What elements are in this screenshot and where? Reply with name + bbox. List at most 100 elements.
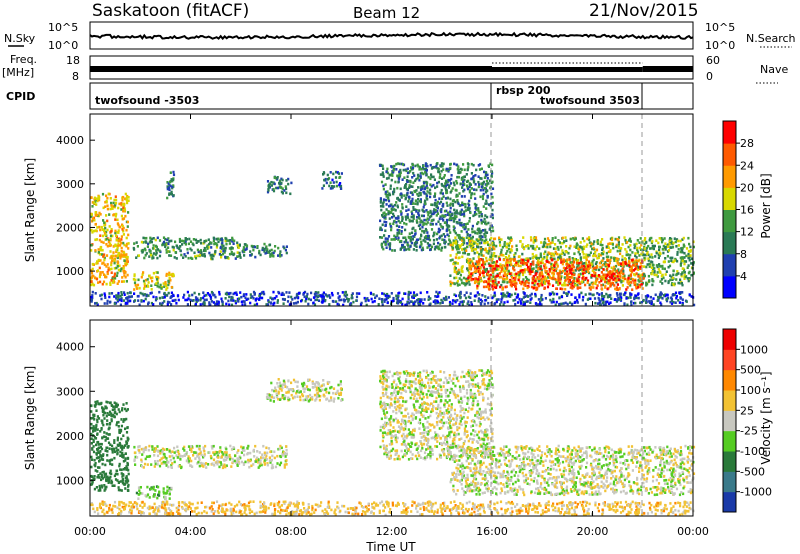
- echo-cell: [280, 254, 283, 257]
- echo-cell: [449, 210, 452, 214]
- echo-cell: [555, 281, 558, 284]
- echo-cell: [124, 270, 127, 274]
- echo-cell: [444, 184, 447, 188]
- echo-cell: [576, 247, 580, 250]
- echo-cell: [190, 256, 193, 260]
- echo-cell: [500, 300, 503, 304]
- echo-cell: [500, 268, 503, 271]
- echo-cell: [526, 300, 529, 303]
- echo-cell: [392, 205, 395, 208]
- echo-cell: [280, 177, 283, 181]
- echo-cell: [573, 257, 576, 261]
- echo-cell: [575, 246, 578, 249]
- echo-cell: [148, 255, 151, 258]
- echo-cell: [398, 175, 402, 178]
- echo-cell: [463, 168, 466, 172]
- echo-cell: [219, 246, 222, 250]
- echo-cell: [669, 239, 672, 242]
- echo-cell: [592, 266, 595, 270]
- echo-cell: [470, 239, 473, 242]
- echo-cell: [481, 271, 484, 275]
- echo-cell: [168, 273, 171, 277]
- noise-right-label: N.Search: [746, 32, 796, 45]
- echo-cell: [549, 245, 552, 249]
- echo-cell: [172, 194, 175, 197]
- echo-cell: [527, 265, 530, 269]
- echo-cell: [622, 261, 625, 265]
- echo-cell: [448, 300, 452, 304]
- noise-left-tick-bottom: 10^0: [48, 39, 78, 52]
- echo-cell: [155, 275, 158, 279]
- echo-cell: [452, 225, 455, 228]
- echo-cell: [234, 257, 237, 260]
- echo-cell: [382, 184, 385, 188]
- echo-cell: [323, 171, 326, 175]
- echo-cell: [90, 215, 93, 218]
- echo-cell: [178, 237, 181, 241]
- echo-cell: [602, 250, 605, 254]
- echo-cell: [103, 263, 106, 267]
- echo-cell: [680, 274, 683, 278]
- echo-cell: [141, 273, 144, 276]
- echo-cell: [395, 201, 398, 204]
- echo-cell: [210, 300, 214, 303]
- echo-cell: [617, 263, 620, 266]
- echo-cell: [615, 243, 618, 247]
- echo-cell: [554, 243, 557, 246]
- echo-cell: [534, 286, 537, 289]
- echo-cell: [100, 297, 103, 301]
- echo-cell: [462, 163, 465, 166]
- power-echo-region-1: [90, 192, 130, 287]
- echo-cell: [658, 237, 661, 240]
- echo-cell: [576, 277, 579, 280]
- echo-cell: [279, 254, 282, 258]
- echo-cell: [472, 278, 475, 281]
- echo-cell: [389, 187, 392, 190]
- echo-cell: [103, 221, 106, 225]
- echo-cell: [220, 300, 224, 303]
- echo-cell: [317, 299, 320, 302]
- echo-cell: [430, 219, 433, 222]
- echo-cell: [528, 268, 531, 271]
- echo-cell: [163, 300, 166, 303]
- echo-cell: [464, 209, 468, 212]
- echo-cell: [682, 236, 685, 240]
- echo-cell: [221, 241, 224, 245]
- echo-cell: [568, 246, 571, 250]
- echo-cell: [500, 251, 503, 254]
- echo-cell: [238, 254, 241, 258]
- echo-cell: [484, 190, 488, 194]
- echo-cell: [692, 271, 695, 275]
- echo-cell: [630, 266, 633, 270]
- echo-cell: [484, 187, 487, 190]
- echo-cell: [127, 233, 130, 237]
- echo-cell: [681, 298, 684, 301]
- echo-cell: [200, 241, 203, 245]
- echo-cell: [514, 302, 517, 306]
- echo-cell: [302, 293, 305, 296]
- echo-cell: [495, 260, 499, 263]
- echo-cell: [401, 178, 404, 181]
- echo-cell: [144, 254, 147, 257]
- echo-cell: [113, 456, 116, 460]
- echo-cell: [632, 301, 636, 305]
- echo-cell: [673, 293, 676, 297]
- echo-cell: [628, 261, 631, 265]
- echo-cell: [645, 249, 648, 252]
- echo-cell: [213, 252, 216, 256]
- echo-cell: [285, 291, 288, 294]
- echo-cell: [121, 407, 124, 410]
- echo-cell: [337, 303, 340, 307]
- echo-cell: [515, 272, 518, 276]
- echo-cell: [513, 282, 516, 286]
- echo-cell: [461, 236, 464, 240]
- echo-cell: [576, 267, 579, 270]
- echo-cell: [449, 206, 452, 210]
- echo-cell: [326, 178, 330, 181]
- echo-cell: [481, 194, 484, 198]
- echo-cell: [125, 255, 128, 259]
- echo-cell: [172, 173, 176, 177]
- echo-cell: [582, 252, 585, 256]
- echo-cell: [605, 281, 608, 284]
- echo-cell: [478, 211, 481, 215]
